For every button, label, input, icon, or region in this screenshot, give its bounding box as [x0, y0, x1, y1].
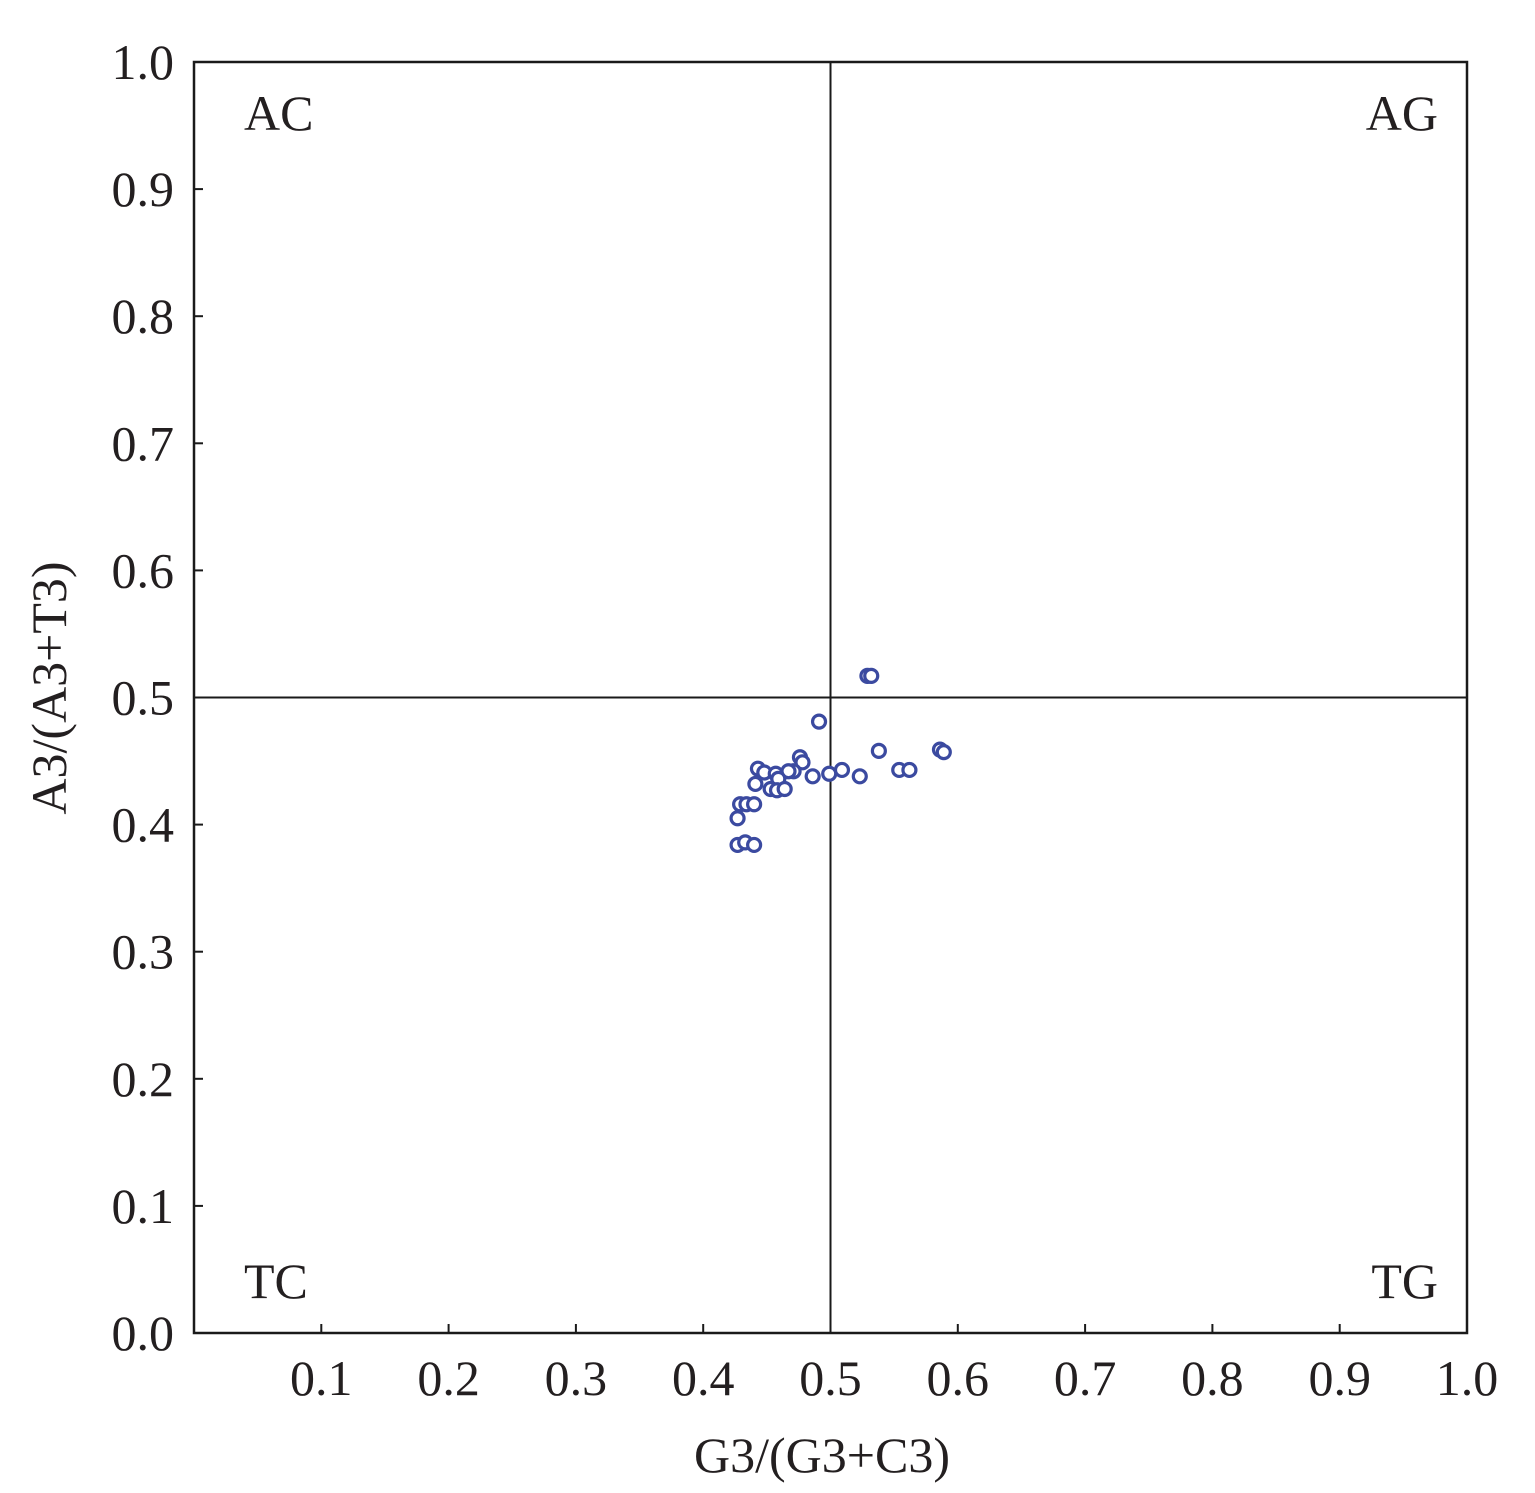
data-point — [804, 768, 821, 785]
y-tick-label: 0.4 — [112, 797, 175, 853]
data-point — [747, 775, 764, 793]
quadrant-label-top-right: AG — [1366, 85, 1438, 141]
y-tick-label: 0.3 — [112, 924, 175, 980]
data-point — [746, 796, 763, 813]
data-points — [729, 667, 952, 854]
data-point — [851, 768, 868, 785]
y-tick-label: 0.1 — [112, 1178, 175, 1234]
y-tick-label: 1.0 — [112, 34, 175, 90]
data-point — [746, 836, 763, 854]
data-point — [729, 810, 746, 827]
x-tick-label: 0.9 — [1308, 1350, 1371, 1406]
y-tick-label: 0.0 — [112, 1305, 175, 1361]
y-tick-label: 0.7 — [112, 415, 175, 471]
y-tick-label: 0.2 — [112, 1051, 175, 1107]
y-tick-label: 0.8 — [112, 288, 175, 344]
x-axis-label: G3/(G3+C3) — [694, 1427, 950, 1483]
data-point — [870, 742, 887, 759]
y-tick-label: 0.9 — [112, 161, 175, 217]
x-tick-label: 0.8 — [1181, 1350, 1244, 1406]
data-point — [935, 744, 952, 761]
x-tick-label: 0.6 — [927, 1350, 990, 1406]
quadrant-label-top-left: AC — [244, 85, 313, 141]
x-tick-label: 0.7 — [1054, 1350, 1117, 1406]
reference-lines — [194, 62, 1467, 1333]
x-tick-label: 1.0 — [1436, 1350, 1499, 1406]
axis-ticks: 0.1 0.2 0.3 0.4 0.5 0.6 0.7 0.8 0.9 1.0 0.0 0.1 0.2 0… — [112, 34, 1499, 1406]
data-point — [821, 765, 838, 782]
y-tick-label: 0.6 — [112, 542, 175, 598]
data-point — [810, 713, 828, 730]
x-tick-label: 0.5 — [799, 1350, 862, 1406]
x-tick-label: 0.3 — [545, 1350, 608, 1406]
data-point — [863, 667, 880, 684]
quadrant-label-bottom-right: TG — [1371, 1253, 1438, 1309]
y-tick-label: 0.5 — [112, 670, 175, 726]
data-point — [901, 761, 918, 779]
quadrant-label-bottom-left: TC — [244, 1253, 308, 1309]
data-point — [833, 761, 851, 779]
data-point — [776, 780, 793, 798]
y-axis-label: A3/(A3+T3) — [21, 561, 77, 814]
x-tick-label: 0.4 — [672, 1350, 735, 1406]
x-tick-label: 0.2 — [417, 1350, 480, 1406]
x-tick-label: 0.1 — [290, 1350, 353, 1406]
